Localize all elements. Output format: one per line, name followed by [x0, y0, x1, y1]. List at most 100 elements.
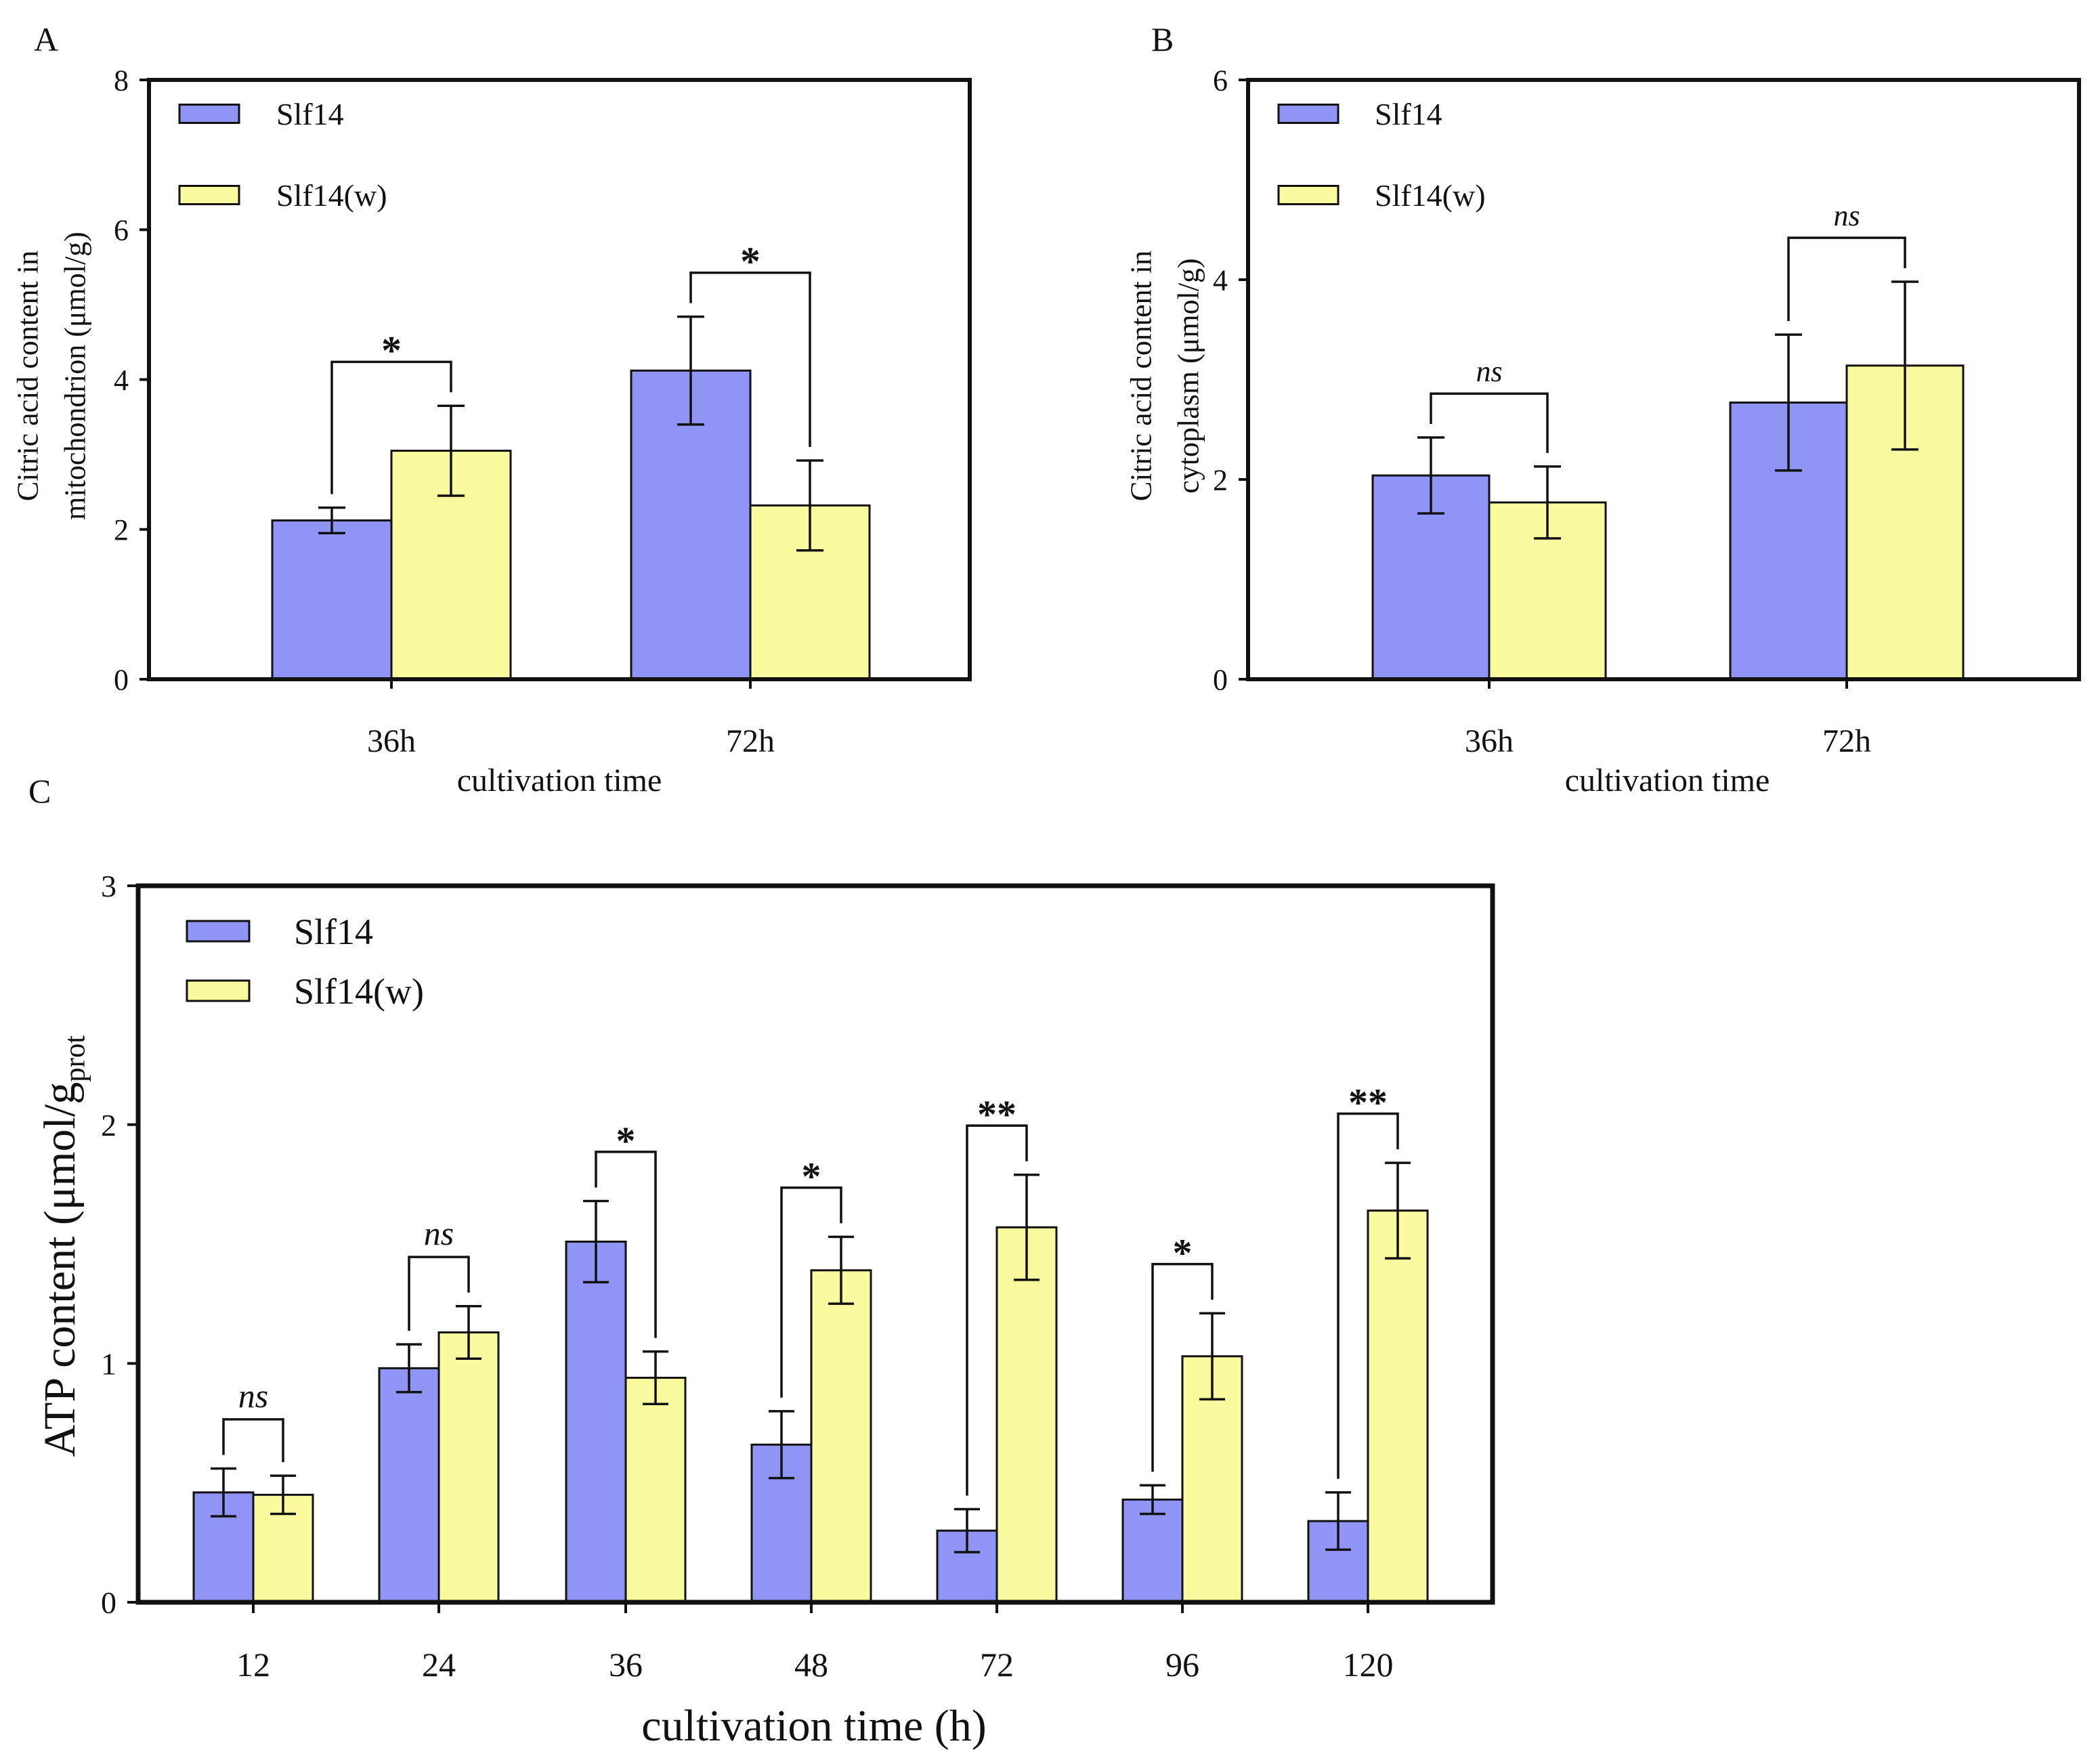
x-tick-label: 36h [1465, 723, 1514, 759]
bracket-line [595, 1151, 657, 1338]
error-bar [1325, 1491, 1351, 1551]
y-tick-label: 0 [1213, 663, 1228, 696]
y-axis-label: Citric acid content in [1125, 251, 1158, 501]
y-axis-label: mitochondrion (μmol/g) [59, 232, 92, 520]
y-tick-label: 2 [1213, 463, 1228, 496]
x-tick-label: 72h [1822, 723, 1871, 759]
legend-swatch [186, 920, 251, 943]
error-bar [1417, 436, 1444, 515]
error-bar [318, 506, 345, 535]
legend-swatch [1277, 185, 1340, 205]
error-bar [828, 1235, 854, 1305]
legend-entry: Slf14(w) [276, 178, 387, 213]
error-bar [1199, 1312, 1225, 1400]
x-axis-label: cultivation time (h) [641, 1701, 987, 1751]
y-axis-label: ATP content (μmol/gprot [35, 1035, 91, 1457]
x-tick-label: 24 [422, 1646, 456, 1684]
bar [1367, 1209, 1429, 1604]
panel-label: C [28, 772, 51, 810]
significance-label: ns [238, 1377, 268, 1415]
bracket-line [1787, 236, 1906, 322]
error-bar [1385, 1161, 1411, 1260]
plot-frame [1246, 78, 2081, 681]
x-tick-label: 96 [1165, 1646, 1199, 1684]
legend-swatch [178, 185, 240, 205]
panel-label: A [34, 20, 58, 58]
x-tick-label: 36 [609, 1646, 643, 1684]
bracket-line [408, 1256, 470, 1331]
significance-label: * [616, 1119, 636, 1163]
error-bar [954, 1507, 980, 1554]
significance-bracket: * [689, 239, 811, 447]
bracket-line [330, 360, 452, 494]
significance-bracket: ns [1787, 199, 1906, 322]
error-bar [211, 1467, 236, 1518]
error-bar [769, 1410, 794, 1480]
error-bar [796, 459, 823, 552]
error-bar [456, 1304, 481, 1361]
x-axis-label: cultivation time [1565, 763, 1770, 798]
error-bar [1534, 465, 1561, 540]
y-tick-label: 6 [1213, 64, 1228, 97]
significance-bracket: ** [1337, 1080, 1399, 1479]
significance-label: * [381, 328, 402, 372]
y-axis-label-main: ATP content (μmol/g [35, 1082, 85, 1457]
error-bar [1775, 333, 1802, 472]
significance-bracket: ns [1430, 355, 1549, 453]
bracket-line [1337, 1112, 1399, 1479]
bar [378, 1367, 440, 1604]
legend-swatch [1277, 104, 1340, 124]
bar [995, 1226, 1058, 1604]
bracket-line [222, 1418, 284, 1463]
error-bar [270, 1474, 296, 1516]
significance-label: ns [1476, 355, 1502, 388]
significance-bracket: * [780, 1155, 842, 1398]
error-bar [396, 1343, 422, 1394]
chart-panel-a: A Slf14 Slf14(w) * * 0 2 4 6 8 36h 72h cultivation t… [12, 20, 972, 798]
error-bar [583, 1199, 609, 1284]
y-tick-label: 4 [1213, 263, 1228, 297]
legend-swatch [178, 104, 240, 124]
error-bar [677, 315, 704, 426]
y-axis-label: cytoplasm (μmol/g) [1172, 258, 1205, 493]
significance-bracket: ns [408, 1214, 470, 1331]
significance-label: * [740, 239, 760, 284]
y-axis-label-subscript: prot [60, 1035, 91, 1082]
y-tick-label: 0 [101, 1585, 116, 1620]
y-tick-label: 0 [114, 663, 129, 696]
bracket-line [780, 1186, 842, 1398]
bar [437, 1331, 500, 1604]
y-tick-label: 1 [101, 1346, 116, 1381]
bar [565, 1240, 627, 1604]
panel-label: B [1151, 20, 1174, 58]
significance-bracket: ns [222, 1377, 284, 1463]
bar [624, 1376, 687, 1604]
significance-label: * [802, 1155, 821, 1199]
significance-bracket: * [1151, 1231, 1214, 1472]
x-tick-label: 72 [980, 1646, 1014, 1684]
legend-entry: Slf14 [276, 97, 344, 131]
error-bar [437, 404, 465, 497]
x-tick-label: 48 [794, 1646, 828, 1684]
y-tick-label: 2 [101, 1108, 116, 1142]
error-bar [1891, 280, 1919, 451]
significance-label: ** [977, 1092, 1016, 1136]
y-tick-label: 3 [101, 869, 116, 903]
legend-entry: Slf14(w) [294, 971, 424, 1012]
bracket-line [966, 1124, 1028, 1496]
significance-bracket: * [330, 328, 452, 494]
x-tick-label: 72h [726, 723, 775, 759]
significance-label: ns [424, 1214, 454, 1252]
chart-panel-b: B Slf14 Slf14(w) ns ns 0 2 4 6 36h 72h cultivation … [1125, 20, 2081, 798]
error-bar [1140, 1484, 1165, 1516]
significance-bracket: * [595, 1119, 657, 1338]
legend-entry: Slf14(w) [1375, 178, 1486, 213]
plot-frame [135, 883, 1495, 1605]
legend: Slf14 Slf14(w) [1277, 97, 1486, 213]
significance-bracket: ** [966, 1092, 1028, 1496]
bracket-line [1430, 392, 1549, 453]
legend: Slf14 Slf14(w) [178, 97, 387, 213]
significance-label: ns [1833, 199, 1860, 232]
